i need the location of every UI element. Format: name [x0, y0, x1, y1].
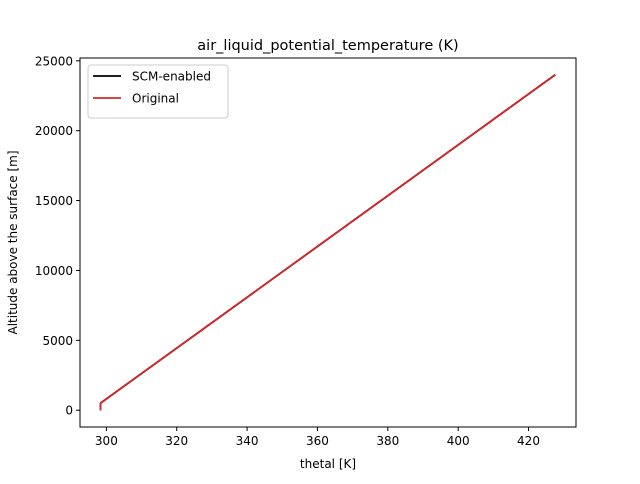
legend-label: Original: [132, 92, 179, 106]
plot-area: [99, 74, 556, 411]
y-tick-label: 20000: [35, 124, 73, 138]
x-tick-label: 300: [95, 434, 118, 448]
series-line-2: [99, 74, 556, 411]
legend-box: [87, 64, 229, 119]
x-tick-label: 360: [306, 434, 329, 448]
y-tick-label: 5000: [42, 334, 73, 348]
x-tick-label: 400: [447, 434, 470, 448]
chart-title: air_liquid_potential_temperature (K): [197, 38, 458, 54]
x-axis: 300 320 340 360 380 400 420: [95, 427, 540, 448]
y-axis: 0 5000 10000 15000 20000 25000: [35, 54, 80, 418]
x-axis-label: thetal [K]: [300, 457, 356, 471]
y-tick-label: 0: [65, 404, 73, 418]
legend: SCM-enabled Original: [87, 64, 229, 119]
legend-label: SCM-enabled: [132, 70, 211, 84]
x-tick-label: 420: [517, 434, 540, 448]
y-axis-label: Altitude above the surface [m]: [6, 150, 20, 334]
x-tick-label: 340: [236, 434, 259, 448]
x-tick-label: 320: [165, 434, 188, 448]
y-tick-label: 15000: [35, 194, 73, 208]
y-tick-label: 25000: [35, 54, 73, 68]
axes-frame: [79, 57, 577, 428]
y-tick-label: 10000: [35, 264, 73, 278]
x-tick-label: 380: [376, 434, 399, 448]
